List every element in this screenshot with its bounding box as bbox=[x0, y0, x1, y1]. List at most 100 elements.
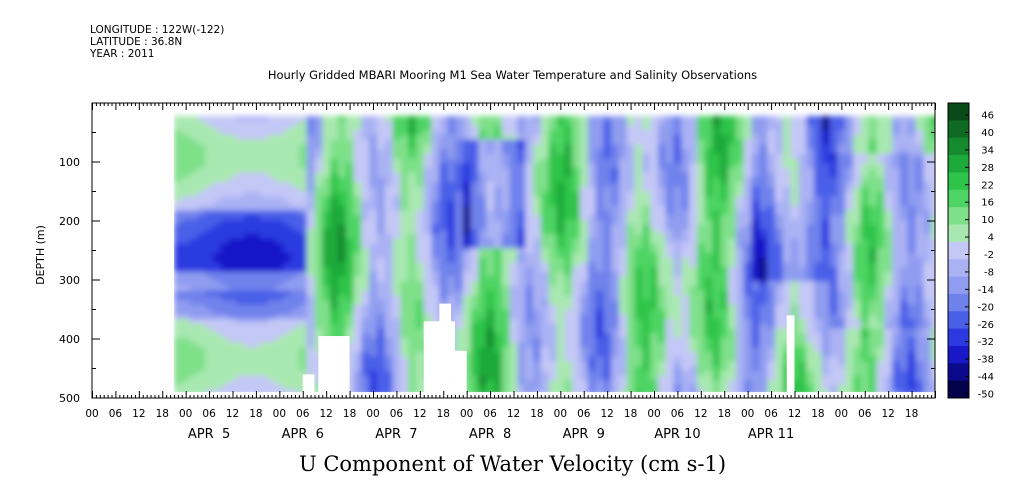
heatmap-cell bbox=[244, 167, 253, 174]
heatmap-cell bbox=[540, 234, 550, 240]
heatmap-cell bbox=[197, 304, 207, 311]
heatmap-cell bbox=[595, 271, 605, 278]
heatmap-cell bbox=[220, 186, 230, 193]
heatmap-cell bbox=[306, 149, 316, 155]
heatmap-cell bbox=[423, 252, 433, 259]
heatmap-cell bbox=[587, 262, 597, 268]
heatmap-cell bbox=[189, 134, 199, 141]
heatmap-cell bbox=[353, 314, 363, 320]
heatmap-cell bbox=[252, 238, 261, 245]
heatmap-cell bbox=[205, 333, 214, 339]
heatmap-cell bbox=[392, 149, 402, 155]
heatmap-cell bbox=[650, 304, 659, 311]
heatmap-cell bbox=[517, 300, 527, 306]
heatmap-cell bbox=[228, 200, 238, 207]
heatmap-cell bbox=[782, 134, 792, 141]
heatmap-cell bbox=[447, 309, 456, 316]
heatmap-cell bbox=[806, 323, 815, 330]
heatmap-cell bbox=[579, 318, 589, 325]
heatmap-cell bbox=[736, 257, 745, 264]
heatmap-cell bbox=[501, 134, 511, 141]
heatmap-cell bbox=[790, 144, 800, 150]
heatmap-cell bbox=[657, 153, 667, 160]
heatmap-cell bbox=[259, 139, 269, 146]
heatmap-cell bbox=[626, 309, 636, 316]
heatmap-cell bbox=[712, 262, 722, 268]
heatmap-cell bbox=[205, 290, 214, 297]
heatmap-cell bbox=[618, 290, 628, 297]
heatmap-cell bbox=[408, 375, 417, 382]
heatmap-cell bbox=[228, 271, 238, 278]
heatmap-cell bbox=[455, 328, 464, 334]
heatmap-cell bbox=[564, 139, 573, 146]
heatmap-cell bbox=[228, 252, 238, 259]
heatmap-cell bbox=[572, 295, 581, 301]
heatmap-cell bbox=[259, 149, 269, 155]
heatmap-cell bbox=[189, 215, 199, 221]
heatmap-cell bbox=[736, 342, 745, 349]
heatmap-cell bbox=[626, 356, 636, 363]
heatmap-cell bbox=[236, 224, 246, 231]
heatmap-cell bbox=[298, 219, 308, 226]
heatmap-cell bbox=[213, 196, 222, 202]
heatmap-cell bbox=[743, 200, 753, 207]
heatmap-cell bbox=[556, 144, 566, 150]
heatmap-cell bbox=[330, 304, 339, 311]
heatmap-cell bbox=[478, 172, 488, 179]
heatmap-cell bbox=[603, 318, 612, 325]
heatmap-cell bbox=[611, 125, 620, 131]
heatmap-cell bbox=[572, 323, 581, 330]
heatmap-cell bbox=[821, 215, 831, 221]
heatmap-cell bbox=[400, 116, 409, 122]
heatmap-cell bbox=[494, 285, 503, 292]
heatmap-cell bbox=[728, 337, 737, 344]
heatmap-cell bbox=[775, 328, 784, 334]
heatmap-cell bbox=[501, 347, 511, 353]
heatmap-cell bbox=[267, 177, 277, 183]
heatmap-cell bbox=[298, 186, 308, 193]
heatmap-cell bbox=[252, 134, 261, 141]
heatmap-cell bbox=[291, 337, 300, 344]
heatmap-cell bbox=[486, 248, 495, 254]
heatmap-cell bbox=[330, 163, 339, 169]
heatmap-cell bbox=[634, 149, 644, 155]
heatmap-cell bbox=[415, 238, 425, 245]
heatmap-cell bbox=[790, 337, 800, 344]
heatmap-cell bbox=[712, 196, 722, 202]
heatmap-cell bbox=[533, 234, 542, 240]
heatmap-cell bbox=[634, 361, 644, 367]
heatmap-cell bbox=[712, 342, 722, 349]
heatmap-cell bbox=[423, 186, 433, 193]
heatmap-cell bbox=[595, 375, 605, 382]
heatmap-cell bbox=[525, 163, 534, 169]
heatmap-cell bbox=[829, 200, 839, 207]
heatmap-cell bbox=[181, 309, 191, 316]
heatmap-cell bbox=[181, 281, 191, 287]
heatmap-cell bbox=[634, 210, 644, 216]
heatmap-cell bbox=[595, 304, 605, 311]
heatmap-cell bbox=[564, 149, 573, 155]
heatmap-cell bbox=[400, 200, 409, 207]
heatmap-cell bbox=[736, 352, 745, 358]
heatmap-cell bbox=[275, 257, 285, 264]
heatmap-cell bbox=[306, 163, 316, 169]
heatmap-cell bbox=[681, 182, 690, 188]
heatmap-cell bbox=[455, 281, 464, 287]
heatmap-cell bbox=[330, 144, 339, 150]
heatmap-cell bbox=[384, 172, 394, 179]
heatmap-cell bbox=[634, 342, 644, 349]
heatmap-cell bbox=[704, 385, 714, 391]
heatmap-cell bbox=[462, 134, 472, 141]
heatmap-cell bbox=[681, 172, 690, 179]
heatmap-cell bbox=[431, 177, 441, 183]
heatmap-cell bbox=[618, 276, 628, 283]
heatmap-cell bbox=[806, 116, 815, 122]
heatmap-cell bbox=[298, 144, 308, 150]
heatmap-cell bbox=[821, 304, 831, 311]
heatmap-cell bbox=[415, 257, 425, 264]
heatmap-cell bbox=[283, 380, 292, 386]
heatmap-cell bbox=[525, 318, 534, 325]
heatmap-cell bbox=[821, 271, 831, 278]
heatmap-cell bbox=[595, 318, 605, 325]
heatmap-cell bbox=[478, 238, 488, 245]
